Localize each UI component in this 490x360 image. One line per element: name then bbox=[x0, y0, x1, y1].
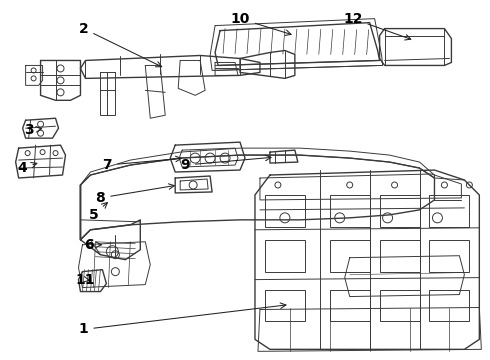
Text: 3: 3 bbox=[24, 123, 42, 137]
Bar bbox=[380, 240, 419, 272]
Bar bbox=[265, 195, 305, 227]
Text: 4: 4 bbox=[18, 161, 37, 175]
Bar bbox=[429, 240, 469, 272]
Bar bbox=[330, 289, 369, 321]
Text: 5: 5 bbox=[89, 203, 107, 222]
Text: 7: 7 bbox=[102, 156, 181, 172]
Bar bbox=[330, 240, 369, 272]
Text: 12: 12 bbox=[343, 12, 411, 40]
Text: 8: 8 bbox=[96, 184, 174, 205]
Bar bbox=[429, 289, 469, 321]
Text: 2: 2 bbox=[78, 22, 162, 67]
Bar bbox=[380, 195, 419, 227]
Text: 9: 9 bbox=[180, 155, 271, 172]
Text: 6: 6 bbox=[84, 238, 101, 252]
Text: 1: 1 bbox=[78, 303, 286, 337]
Text: 10: 10 bbox=[230, 12, 291, 35]
Bar bbox=[265, 240, 305, 272]
Bar bbox=[380, 289, 419, 321]
Text: 11: 11 bbox=[75, 273, 95, 287]
Bar bbox=[429, 195, 469, 227]
Bar bbox=[265, 289, 305, 321]
Bar bbox=[330, 195, 369, 227]
